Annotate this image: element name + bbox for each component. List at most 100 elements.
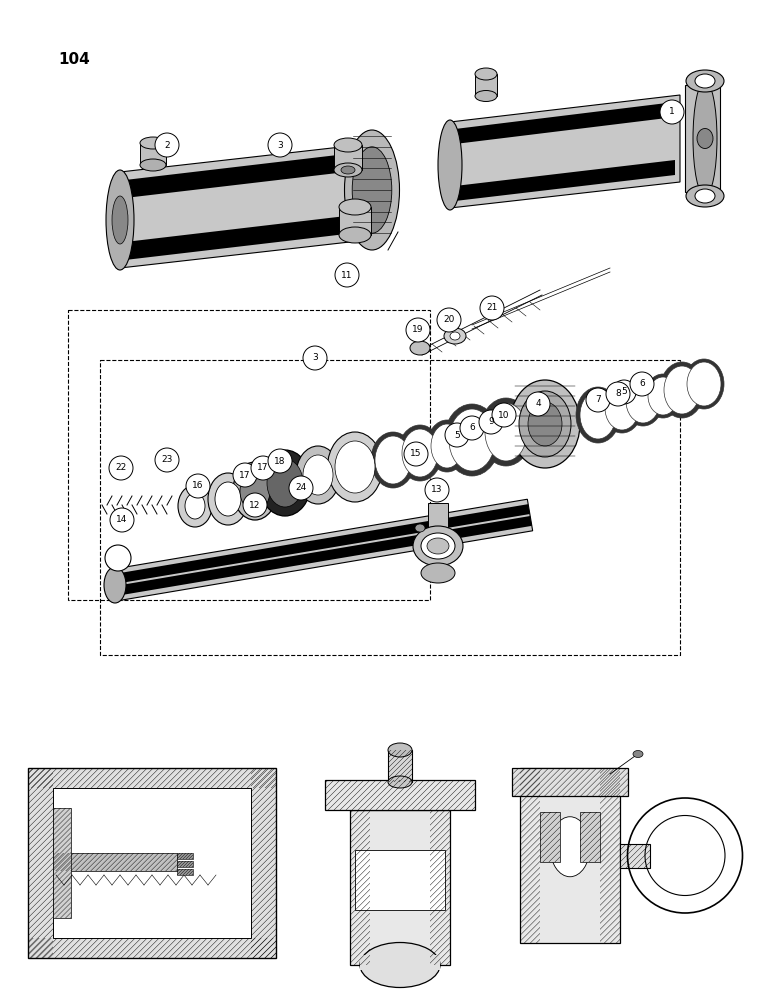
Circle shape <box>480 296 504 320</box>
Ellipse shape <box>215 482 241 516</box>
Ellipse shape <box>398 425 442 481</box>
Bar <box>53 788 251 938</box>
Bar <box>53 853 177 871</box>
Text: 104: 104 <box>58 52 90 67</box>
Text: 6: 6 <box>639 379 645 388</box>
Circle shape <box>186 474 210 498</box>
Bar <box>580 812 600 862</box>
Circle shape <box>251 456 275 480</box>
Ellipse shape <box>339 227 371 243</box>
Polygon shape <box>120 142 385 268</box>
Ellipse shape <box>480 398 532 466</box>
Circle shape <box>335 263 359 287</box>
Ellipse shape <box>664 366 700 414</box>
Bar <box>620 844 650 867</box>
Text: 3: 3 <box>277 140 283 149</box>
Bar <box>512 768 628 796</box>
Circle shape <box>109 456 133 480</box>
Ellipse shape <box>686 185 724 207</box>
Text: 11: 11 <box>341 270 353 279</box>
Text: 17: 17 <box>257 464 269 473</box>
Bar <box>177 861 193 867</box>
Text: 15: 15 <box>410 450 422 458</box>
Ellipse shape <box>427 538 449 554</box>
Ellipse shape <box>388 743 412 757</box>
Bar <box>540 812 560 862</box>
Text: 19: 19 <box>412 326 424 334</box>
Ellipse shape <box>450 332 460 340</box>
Ellipse shape <box>111 551 125 565</box>
Ellipse shape <box>105 545 131 571</box>
Polygon shape <box>455 160 675 201</box>
Polygon shape <box>125 212 380 260</box>
Ellipse shape <box>208 473 248 525</box>
Ellipse shape <box>334 138 362 152</box>
Circle shape <box>268 133 292 157</box>
Text: 20: 20 <box>443 316 455 324</box>
Ellipse shape <box>626 379 660 423</box>
Text: 14: 14 <box>117 516 127 524</box>
Ellipse shape <box>633 750 643 758</box>
Bar <box>520 768 540 943</box>
Polygon shape <box>450 95 680 208</box>
Bar <box>177 861 193 867</box>
Circle shape <box>526 392 550 416</box>
Ellipse shape <box>378 440 408 480</box>
Bar <box>360 955 440 970</box>
Text: 23: 23 <box>161 456 173 464</box>
Ellipse shape <box>415 524 425 532</box>
Bar <box>53 808 71 918</box>
Text: 16: 16 <box>192 482 204 490</box>
Ellipse shape <box>695 74 715 88</box>
Circle shape <box>233 463 257 487</box>
Ellipse shape <box>605 386 639 430</box>
Bar <box>177 869 193 875</box>
Ellipse shape <box>303 455 333 495</box>
Circle shape <box>445 423 469 447</box>
Ellipse shape <box>660 362 704 418</box>
Ellipse shape <box>240 471 270 511</box>
Ellipse shape <box>375 436 411 484</box>
Bar <box>325 780 475 810</box>
Bar <box>325 780 475 810</box>
Bar <box>428 503 448 535</box>
Ellipse shape <box>421 563 455 583</box>
Text: 10: 10 <box>498 410 510 420</box>
Ellipse shape <box>645 374 681 418</box>
Ellipse shape <box>327 432 382 502</box>
Bar <box>430 810 450 965</box>
Bar <box>28 768 53 958</box>
Circle shape <box>155 133 179 157</box>
Ellipse shape <box>352 147 392 233</box>
Bar <box>339 207 371 235</box>
Ellipse shape <box>372 433 414 487</box>
Ellipse shape <box>259 450 311 516</box>
Ellipse shape <box>344 130 399 250</box>
Circle shape <box>437 308 461 332</box>
Bar <box>28 938 276 958</box>
Bar <box>600 768 620 943</box>
Circle shape <box>155 448 179 472</box>
Ellipse shape <box>427 420 467 472</box>
Bar <box>28 768 276 788</box>
Ellipse shape <box>444 404 500 476</box>
Ellipse shape <box>475 91 497 102</box>
Bar <box>685 85 720 192</box>
Bar <box>177 853 193 859</box>
Circle shape <box>492 403 516 427</box>
Bar <box>388 750 412 782</box>
Polygon shape <box>455 102 675 144</box>
Circle shape <box>243 493 267 517</box>
Ellipse shape <box>684 359 724 409</box>
Ellipse shape <box>519 391 571 457</box>
Ellipse shape <box>580 391 616 439</box>
Text: 9: 9 <box>488 418 494 426</box>
Circle shape <box>606 382 630 406</box>
Ellipse shape <box>693 81 717 196</box>
Bar <box>334 145 362 170</box>
Ellipse shape <box>576 387 620 443</box>
Bar <box>177 869 193 875</box>
Ellipse shape <box>185 493 205 519</box>
Polygon shape <box>115 516 532 596</box>
Bar <box>475 74 497 96</box>
